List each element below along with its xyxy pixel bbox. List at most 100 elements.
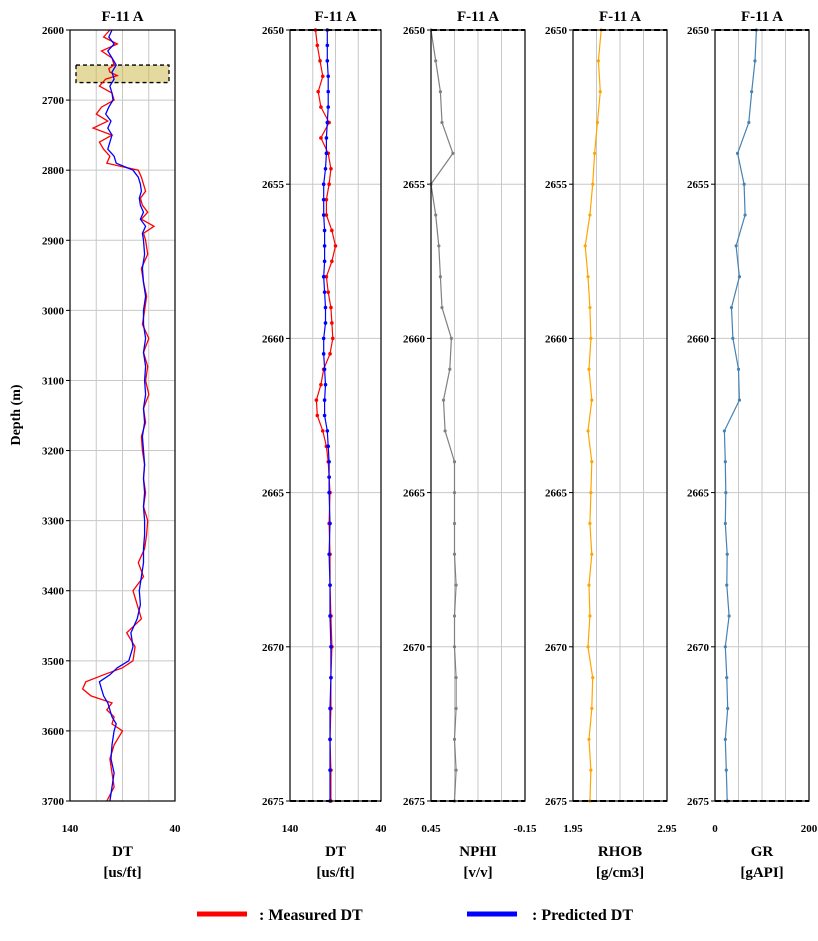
data-point [325, 120, 330, 125]
data-point [321, 182, 326, 186]
x-axis-label: DT [325, 844, 346, 860]
data-point [588, 213, 592, 217]
data-point [454, 676, 458, 680]
track-title: F-11 A [741, 9, 783, 25]
x-axis-label: DT [112, 844, 133, 860]
x-tick-label-right: 40 [170, 823, 182, 835]
x-tick-label-left: 1.95 [563, 823, 583, 835]
data-point [587, 737, 591, 741]
data-point [595, 120, 600, 125]
data-point [590, 460, 594, 464]
data-point [328, 706, 332, 711]
data-point [329, 675, 333, 680]
y-tick-label: 2675 [403, 796, 426, 808]
data-point [734, 244, 738, 248]
data-point [724, 768, 728, 772]
y-tick-label: 3500 [42, 656, 65, 668]
data-point [330, 336, 335, 341]
data-point [452, 491, 457, 495]
data-point [454, 768, 458, 772]
data-point [743, 213, 747, 217]
data-point [588, 614, 592, 618]
data-point [737, 275, 742, 279]
data-point [328, 737, 332, 742]
data-point [322, 413, 327, 418]
data-point [316, 89, 321, 94]
depth-axis-label: Depth (m) [9, 384, 24, 445]
data-point [321, 213, 326, 217]
x-tick-label-right: 40 [376, 823, 388, 835]
data-point [434, 213, 438, 217]
data-point [328, 352, 332, 356]
data-point [723, 645, 727, 649]
data-point [449, 336, 453, 340]
data-point [593, 151, 597, 155]
y-tick-label: 2665 [403, 488, 426, 500]
y-tick-label: 3700 [42, 796, 65, 808]
y-tick-label: 2660 [545, 333, 568, 345]
y-tick-label: 2650 [262, 25, 285, 37]
data-point [319, 382, 323, 387]
data-point [589, 768, 593, 772]
data-point [736, 367, 741, 371]
data-point [589, 491, 593, 495]
data-point [327, 552, 331, 557]
y-tick-label: 2660 [403, 333, 426, 345]
y-tick-label: 2675 [262, 796, 285, 808]
y-tick-label: 3400 [42, 586, 65, 598]
data-point [725, 676, 729, 680]
data-point [329, 166, 333, 171]
data-point [327, 490, 331, 495]
data-point [586, 275, 590, 279]
data-point [590, 706, 594, 711]
track-title: F-11 A [457, 9, 499, 25]
track-4: 2650 2655 2660 2665 2670 2675 F-11 A 1.95 2.95 RH… [545, 9, 677, 881]
data-point [326, 89, 331, 94]
x-axis-unit: [g/cm3] [596, 865, 644, 881]
data-point [324, 197, 329, 202]
data-point [727, 614, 731, 618]
data-point [452, 614, 457, 618]
track-title: F-11 A [599, 9, 641, 25]
data-point [322, 367, 327, 372]
y-tick-label: 2650 [403, 25, 426, 37]
data-point [753, 59, 757, 63]
y-tick-label: 2670 [262, 642, 285, 654]
data-point [319, 136, 323, 140]
data-point [321, 352, 326, 356]
data-point [590, 398, 594, 402]
data-point [328, 583, 332, 587]
data-point [452, 737, 457, 741]
data-point [324, 213, 329, 217]
y-tick-label: 2655 [545, 179, 568, 191]
data-point [328, 614, 332, 618]
data-point [434, 59, 438, 63]
x-axis-unit: [v/v] [463, 865, 492, 881]
data-point [329, 305, 333, 310]
data-point [325, 43, 330, 48]
track-3: 2650 2655 2660 2665 2670 2675 F-11 A 0.45 -0.15 N… [403, 9, 537, 881]
data-point [448, 367, 452, 371]
y-tick-label: 2660 [262, 333, 285, 345]
data-point [324, 151, 329, 156]
data-point [440, 305, 444, 310]
data-point [323, 166, 328, 171]
legend-label-measured: : Measured DT [259, 907, 363, 924]
data-point [314, 398, 319, 402]
x-tick-label-left: 140 [282, 823, 299, 835]
y-tick-label: 2675 [545, 796, 568, 808]
y-tick-label: 2655 [687, 179, 710, 191]
y-tick-label: 2800 [42, 165, 65, 177]
data-point [322, 290, 327, 294]
data-point [586, 645, 590, 649]
data-point [440, 120, 444, 125]
track-title: F-11 A [314, 9, 356, 25]
x-tick-label-left: 0 [712, 823, 718, 835]
data-point [333, 244, 338, 248]
data-point [723, 521, 727, 526]
y-tick-label: 2675 [687, 796, 710, 808]
legend-label-predicted: : Predicted DT [532, 907, 633, 924]
data-point [587, 583, 591, 587]
data-point [723, 460, 727, 464]
y-tick-label: 3000 [42, 305, 65, 317]
